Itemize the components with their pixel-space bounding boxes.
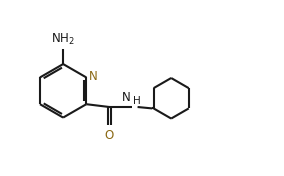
Text: N: N — [89, 70, 98, 83]
Text: O: O — [105, 129, 114, 142]
Text: N: N — [122, 92, 131, 105]
Text: NH$_2$: NH$_2$ — [51, 32, 75, 47]
Text: H: H — [133, 96, 141, 106]
